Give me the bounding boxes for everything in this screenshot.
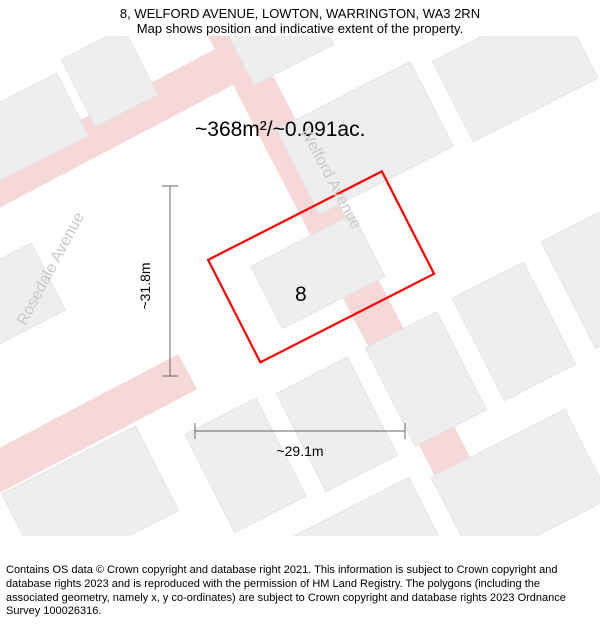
page-subtitle: Map shows position and indicative extent… (0, 21, 600, 36)
page-title: 8, WELFORD AVENUE, LOWTON, WARRINGTON, W… (0, 6, 600, 21)
building (431, 409, 600, 536)
page: 8, WELFORD AVENUE, LOWTON, WARRINGTON, W… (0, 0, 600, 625)
building (275, 477, 454, 536)
dim-width-label: ~29.1m (276, 443, 323, 459)
area-label: ~368m²/~0.091ac. (195, 118, 365, 141)
building (276, 357, 397, 491)
map-svg: ~368m²/~0.091ac. 8 ~31.8m ~29.1m Rosedal… (0, 36, 600, 536)
header: 8, WELFORD AVENUE, LOWTON, WARRINGTON, W… (0, 0, 600, 36)
building (432, 36, 598, 142)
plot-number: 8 (295, 283, 307, 306)
building (185, 398, 306, 532)
map-area: ~368m²/~0.091ac. 8 ~31.8m ~29.1m Rosedal… (0, 36, 600, 536)
dim-height-label: ~31.8m (137, 262, 153, 309)
footer-text: Contains OS data © Crown copyright and d… (6, 564, 594, 619)
